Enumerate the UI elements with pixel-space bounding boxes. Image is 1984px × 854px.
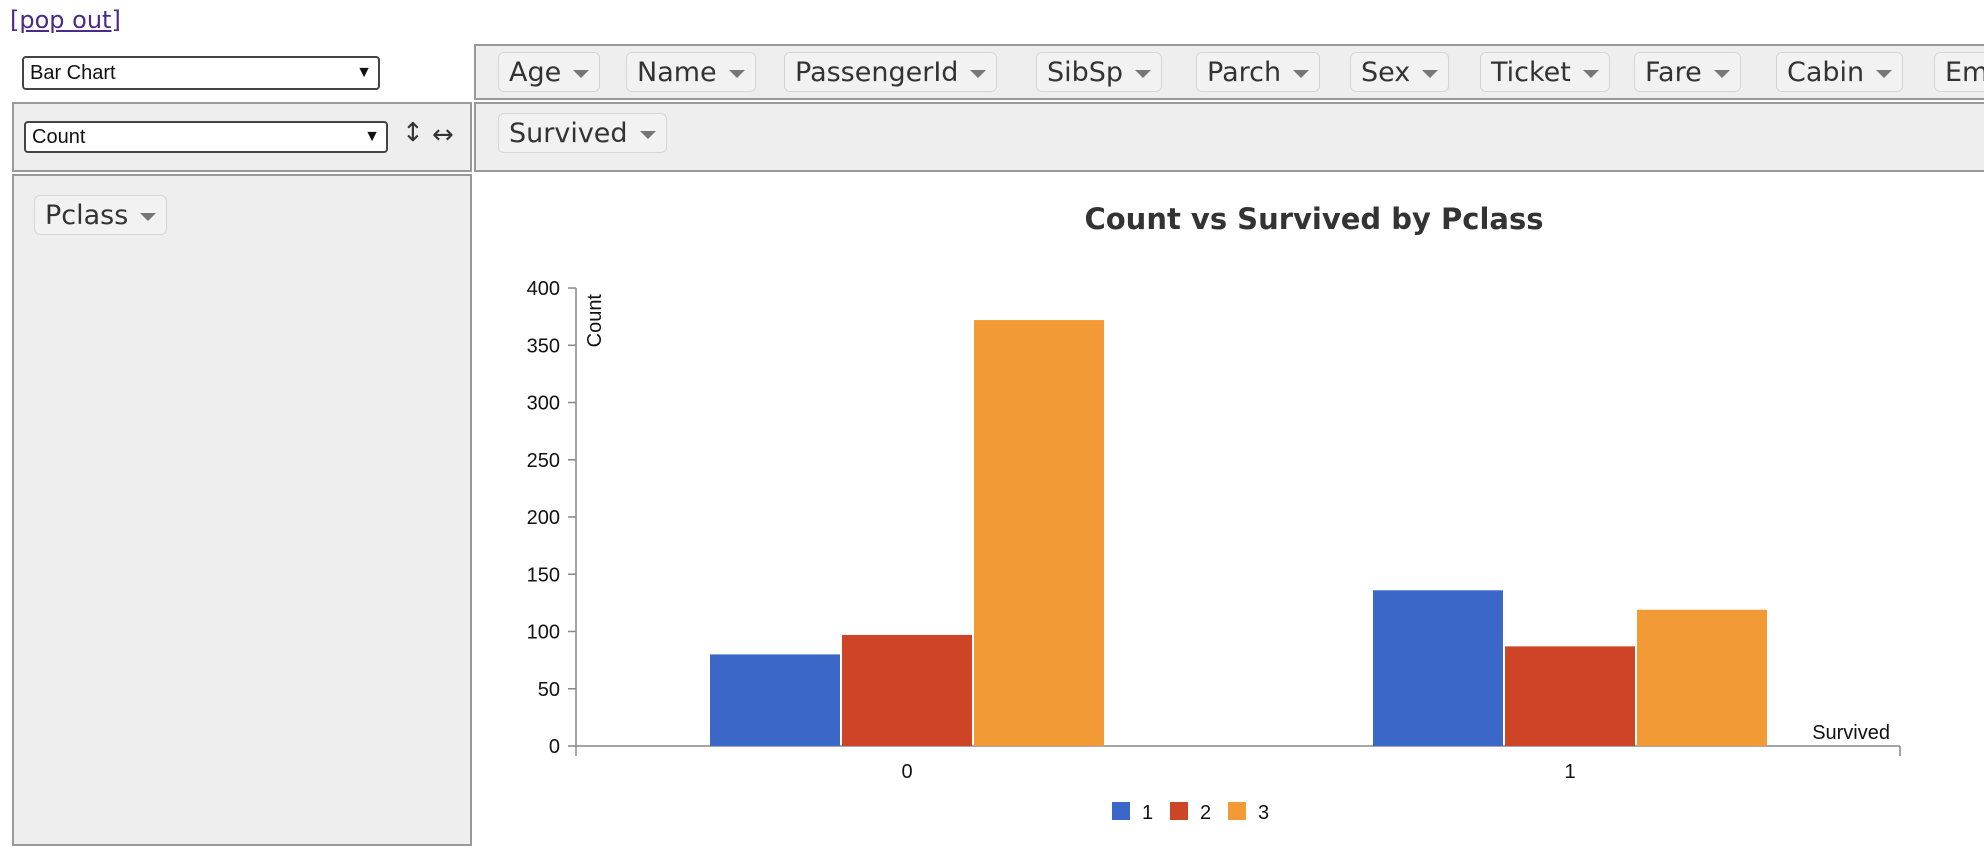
- caret-down-icon[interactable]: [1713, 70, 1730, 78]
- bar-survived-1-pclass-2: [1505, 646, 1635, 746]
- attribute-pill-ticket[interactable]: Ticket: [1480, 52, 1610, 92]
- caret-down-icon[interactable]: [140, 213, 157, 221]
- bar-survived-0-pclass-2: [842, 634, 972, 746]
- x-tick-label: 1: [1564, 761, 1575, 783]
- row-sort-icon[interactable]: ↕: [402, 118, 424, 148]
- attribute-label: Name: [637, 56, 717, 88]
- caret-down-icon[interactable]: [639, 131, 656, 139]
- y-tick-label: 400: [527, 278, 560, 300]
- attribute-label: Em: [1945, 56, 1984, 88]
- attribute-pill-cabin[interactable]: Cabin: [1776, 52, 1904, 92]
- caret-down-icon[interactable]: [728, 70, 745, 78]
- attribute-pill-age[interactable]: Age: [498, 52, 601, 92]
- caret-down-icon[interactable]: [1876, 70, 1893, 78]
- attribute-label: Parch: [1207, 56, 1282, 88]
- bar-survived-1-pclass-1: [1373, 590, 1503, 746]
- legend-swatch-2: [1170, 802, 1188, 820]
- bar-survived-0-pclass-3: [974, 320, 1104, 746]
- attribute-label: SibSp: [1047, 56, 1124, 88]
- renderer-select-value: Bar Chart: [30, 61, 116, 84]
- x-axis-label: Survived: [1812, 722, 1890, 744]
- y-tick-label: 300: [527, 393, 560, 415]
- pop-out-link[interactable]: [pop out]: [10, 6, 121, 34]
- renderer-select[interactable]: Bar Chart ▼: [22, 56, 380, 90]
- aggregator-select-value: Count: [32, 125, 86, 148]
- caret-down-icon[interactable]: [1293, 70, 1310, 78]
- y-tick-label: 200: [527, 507, 560, 529]
- attribute-label: Fare: [1645, 56, 1702, 88]
- y-tick-label: 250: [527, 450, 560, 472]
- attribute-pill-fare[interactable]: Fare: [1634, 52, 1741, 92]
- y-tick-label: 0: [549, 736, 560, 758]
- y-tick-label: 150: [527, 564, 560, 586]
- attribute-pill-sex[interactable]: Sex: [1350, 52, 1450, 92]
- caret-down-icon[interactable]: [970, 70, 987, 78]
- caret-down-icon[interactable]: [1422, 70, 1439, 78]
- caret-down-icon[interactable]: [573, 70, 590, 78]
- row-attribute-pill[interactable]: Pclass: [34, 195, 168, 235]
- attribute-label: Age: [509, 56, 562, 88]
- legend-label-2: 2: [1200, 802, 1211, 824]
- attribute-label: Cabin: [1787, 56, 1865, 88]
- legend-swatch-3: [1228, 802, 1246, 820]
- caret-down-icon[interactable]: [1582, 70, 1599, 78]
- y-tick-label: 350: [527, 335, 560, 357]
- aggregator-select[interactable]: Count ▼: [24, 121, 388, 153]
- row-attribute-label: Pclass: [45, 199, 129, 231]
- legend-label-3: 3: [1258, 802, 1269, 824]
- row-attributes-area: [12, 174, 472, 846]
- col-sort-icon[interactable]: ↔: [432, 120, 454, 150]
- chevron-down-icon: ▼: [364, 128, 380, 145]
- bar-survived-1-pclass-3: [1637, 609, 1767, 746]
- attribute-pill-parch[interactable]: Parch: [1196, 52, 1321, 92]
- legend-label-1: 1: [1142, 802, 1153, 824]
- y-tick-label: 100: [527, 622, 560, 644]
- bar-chart: Count vs Survived by Pclass 0 50 100 150 200 2…: [527, 202, 1901, 824]
- caret-down-icon[interactable]: [1135, 70, 1152, 78]
- col-attribute-pill[interactable]: Survived: [498, 113, 667, 153]
- attribute-pill-name[interactable]: Name: [626, 52, 756, 92]
- attribute-label: Sex: [1361, 56, 1411, 88]
- attribute-label: PassengerId: [795, 56, 959, 88]
- attribute-pill-sibsp[interactable]: SibSp: [1036, 52, 1163, 92]
- legend-swatch-1: [1112, 802, 1130, 820]
- attribute-label: Ticket: [1491, 56, 1571, 88]
- y-axis-label: Count: [584, 294, 606, 348]
- attribute-pill-passengerid[interactable]: PassengerId: [784, 52, 998, 92]
- chart-title: Count vs Survived by Pclass: [1084, 202, 1543, 236]
- column-attributes-area: [474, 102, 1984, 172]
- attribute-pill-em[interactable]: Em: [1934, 52, 1984, 92]
- y-tick-label: 50: [538, 679, 560, 701]
- chevron-down-icon: ▼: [356, 64, 372, 81]
- x-tick-label: 0: [901, 761, 912, 783]
- bar-survived-0-pclass-1: [710, 654, 840, 746]
- col-attribute-label: Survived: [509, 117, 628, 149]
